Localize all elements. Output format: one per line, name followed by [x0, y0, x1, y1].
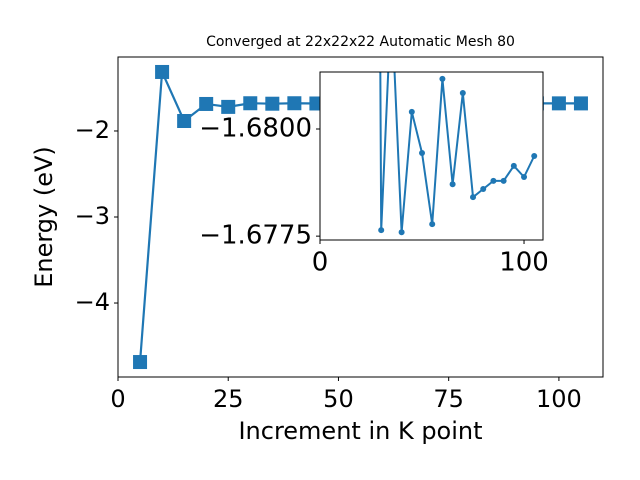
- marker: [419, 150, 426, 156]
- plot-area: [320, 72, 543, 240]
- y-tick-label: −2: [75, 116, 110, 144]
- plot: [378, 0, 538, 236]
- marker: [449, 181, 456, 188]
- marker: [133, 355, 148, 370]
- marker: [551, 96, 566, 111]
- marker: [490, 177, 497, 184]
- marker: [388, 0, 394, 3]
- marker: [521, 174, 528, 180]
- marker: [531, 153, 538, 159]
- x-tick-label: 100: [536, 385, 582, 413]
- y-tick-label: −4: [75, 288, 110, 316]
- axes-frame: [319, 71, 544, 241]
- marker: [573, 96, 588, 111]
- marker: [480, 186, 487, 192]
- marker: [155, 64, 170, 79]
- x-tick-label: 50: [323, 385, 354, 413]
- chart-title: Converged at 22x22x22 Automatic Mesh 80: [206, 34, 515, 50]
- marker: [429, 221, 436, 228]
- marker: [287, 96, 302, 111]
- y-tick-label: −1.6775: [199, 221, 312, 251]
- marker: [378, 227, 385, 234]
- x-axis-label: Increment in K point: [238, 417, 482, 445]
- marker: [459, 90, 466, 96]
- marker: [177, 114, 192, 128]
- x-tick-label: 100: [499, 248, 549, 278]
- marker: [265, 96, 280, 111]
- marker: [408, 108, 415, 115]
- marker: [510, 162, 517, 169]
- y-axis-label: Energy (eV): [30, 146, 58, 288]
- axes-frame: [117, 56, 604, 378]
- marker: [439, 75, 446, 82]
- y-tick-label: −1.6800: [199, 114, 312, 144]
- x-tick-label: 0: [110, 385, 125, 413]
- y-tick-label: −3: [75, 202, 110, 230]
- marker: [221, 99, 236, 114]
- x-tick-label: 0: [312, 248, 329, 278]
- line: [379, 72, 536, 233]
- x-tick-label: 25: [213, 385, 244, 413]
- marker: [500, 177, 507, 184]
- marker: [243, 96, 258, 111]
- marker: [199, 96, 214, 111]
- marker: [470, 194, 477, 201]
- x-tick-label: 75: [433, 385, 464, 413]
- marker: [398, 229, 405, 236]
